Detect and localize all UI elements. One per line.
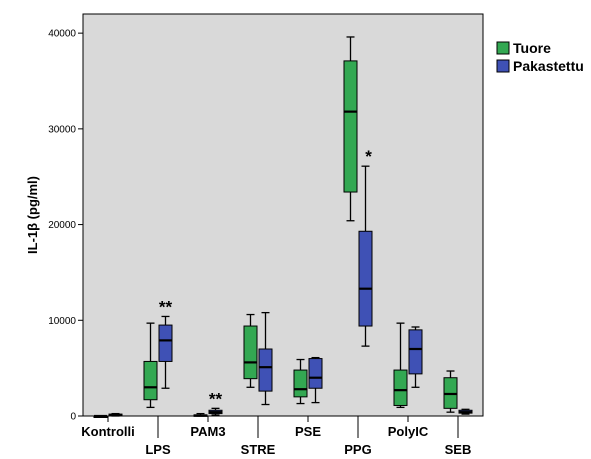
box-pakastettu-pam3	[208, 407, 223, 416]
box-tuore-kontrolli	[93, 414, 108, 418]
plot-area	[82, 13, 484, 417]
significance-marker: **	[209, 389, 223, 408]
significance-marker: **	[159, 297, 173, 316]
x-category-label: PSE	[295, 424, 321, 439]
box-pakastettu-seb	[458, 408, 473, 415]
box-pakastettu-lps	[158, 315, 173, 389]
significance-annotations: *****	[159, 147, 372, 408]
y-tick-label: 10000	[48, 316, 76, 327]
box-iqr	[143, 360, 158, 401]
x-category-label: SEB	[445, 442, 472, 457]
x-category-label: PolyIC	[388, 424, 429, 439]
box-pakastettu-ppg	[358, 165, 373, 347]
box-tuore-stre	[243, 313, 258, 388]
box-tuore-seb	[443, 370, 458, 413]
box-tuore-pse	[293, 358, 308, 405]
box-tuore-polyic	[393, 322, 408, 409]
box-iqr	[243, 325, 258, 380]
box-iqr	[358, 230, 373, 327]
box-iqr	[293, 369, 308, 398]
box-iqr	[308, 358, 323, 389]
y-axis: 0 10000 20000 30000 40000	[48, 29, 83, 423]
box-iqr	[258, 348, 273, 392]
x-category-label: PAM3	[190, 424, 225, 439]
y-tick-label: 0	[70, 412, 76, 423]
legend: Tuore Pakastettu	[496, 40, 584, 74]
x-category-label: STRE	[241, 442, 276, 457]
box-iqr	[343, 60, 358, 193]
y-tick-label: 30000	[48, 124, 76, 135]
box-iqr	[393, 369, 408, 406]
box-tuore-pam3	[193, 412, 208, 417]
box-pakastettu-stre	[258, 311, 273, 406]
legend-swatch-pakastettu	[496, 59, 510, 73]
x-axis: Kontrolli LPS PAM3 STRE PSE PPG PolyIC SEB	[81, 416, 471, 457]
box-iqr	[408, 329, 423, 375]
box-pakastettu-kontrolli	[108, 412, 123, 417]
y-tick-label: 40000	[48, 29, 76, 40]
y-tick-label: 20000	[48, 220, 76, 231]
significance-marker: *	[365, 147, 372, 166]
y-axis-title: IL-1β (pg/ml)	[25, 176, 40, 254]
box-groups	[93, 36, 473, 418]
box-pakastettu-polyic	[408, 326, 423, 388]
x-category-label: Kontrolli	[81, 424, 134, 439]
legend-label-tuore: Tuore	[513, 40, 551, 56]
box-tuore-ppg	[343, 36, 358, 222]
x-category-label: LPS	[145, 442, 171, 457]
legend-label-pakastettu: Pakastettu	[513, 58, 584, 74]
legend-swatch-tuore	[496, 41, 510, 55]
box-iqr	[158, 324, 173, 362]
box-pakastettu-pse	[308, 356, 323, 404]
box-tuore-lps	[143, 322, 158, 409]
x-category-label: PPG	[344, 442, 371, 457]
